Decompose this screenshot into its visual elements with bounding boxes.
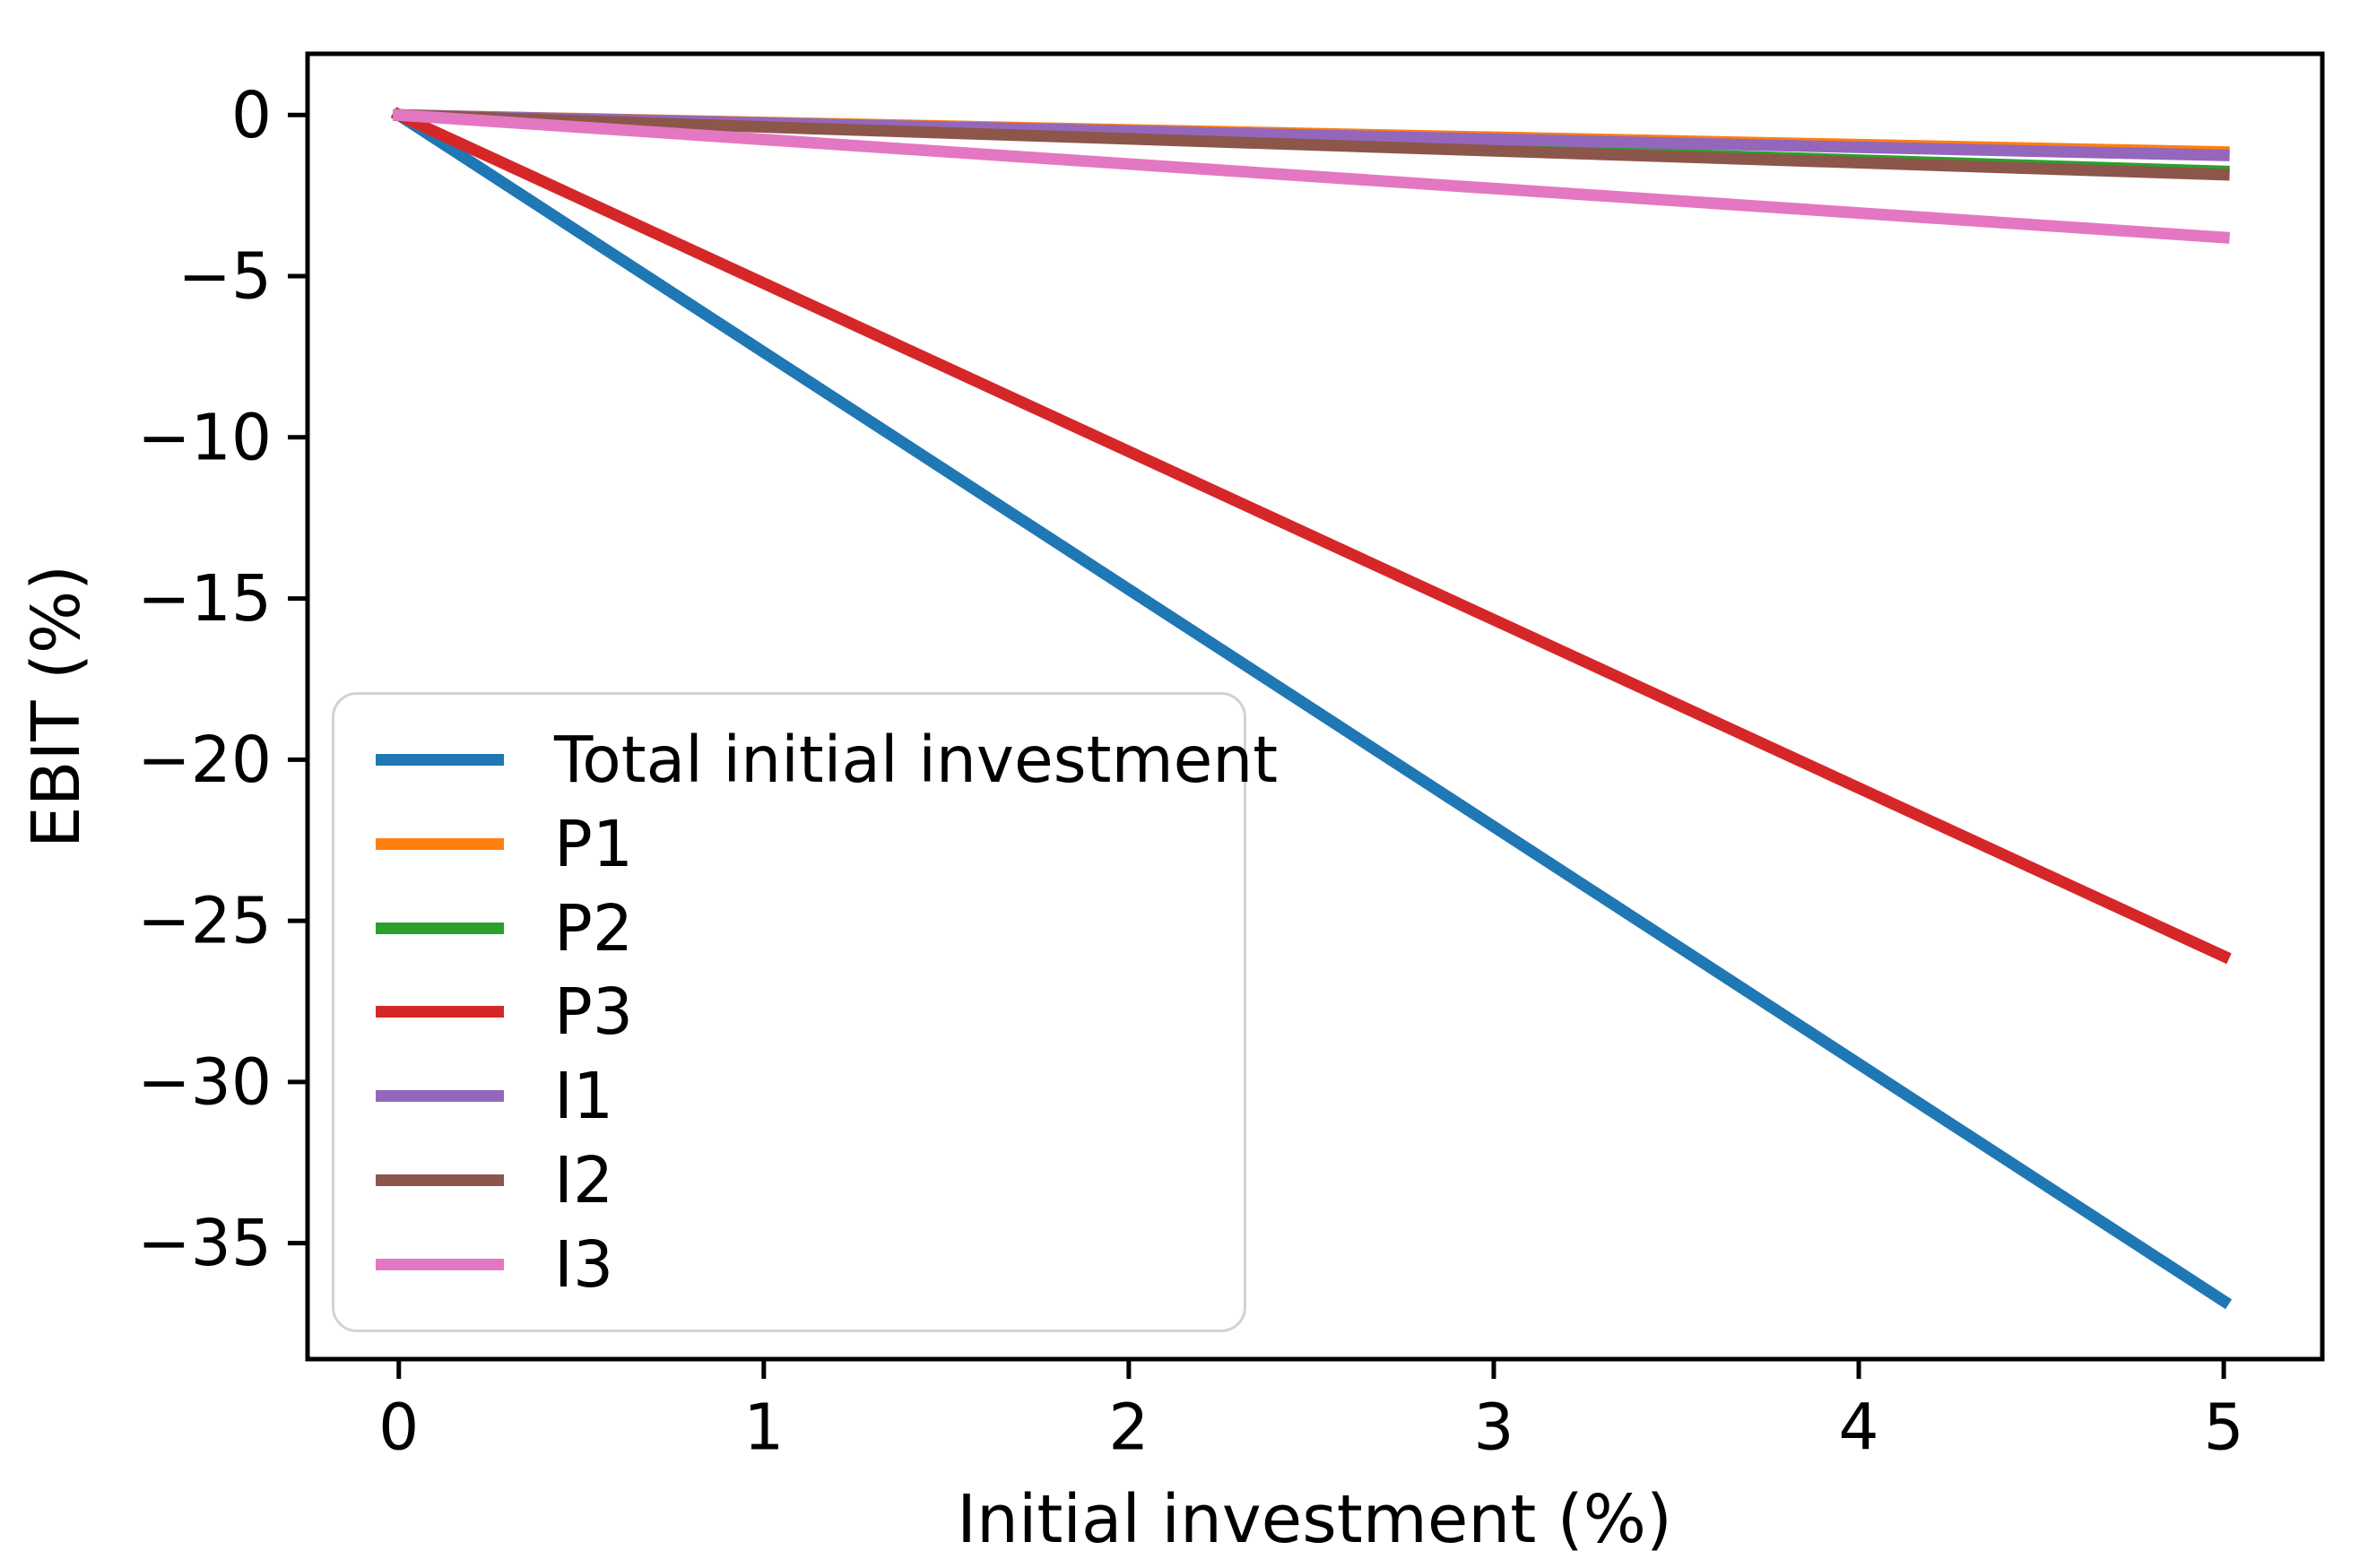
x-tick-label: 3	[1473, 1390, 1514, 1465]
legend-item: Total initial investment	[376, 728, 1278, 792]
series-line-P3	[391, 107, 2232, 965]
x-tick-label: 4	[1838, 1390, 1878, 1465]
legend-label: Total initial investment	[554, 723, 1279, 798]
legend-line-sample	[376, 1174, 504, 1186]
legend-label: I1	[554, 1059, 614, 1134]
legend-label: P3	[554, 975, 633, 1050]
legend-label: P1	[554, 807, 633, 882]
x-tick-label: 0	[378, 1390, 419, 1465]
legend-line-sample	[376, 838, 504, 851]
y-axis-label: EBIT (%)	[18, 565, 95, 848]
y-tick-label: −35	[137, 1206, 272, 1280]
y-tick-label: −10	[137, 400, 272, 474]
series-line-I3	[392, 108, 2231, 244]
legend-label: P2	[554, 890, 633, 966]
legend-line-sample	[376, 1006, 504, 1018]
series-line-Total initial investment	[390, 107, 2233, 1310]
x-tick-label: 2	[1108, 1390, 1149, 1465]
x-tick-label: 1	[743, 1390, 784, 1465]
y-tick-label: −5	[178, 239, 272, 314]
y-tick-label: −20	[137, 723, 272, 797]
legend-item: P1	[376, 812, 1208, 876]
series-line-I2	[393, 108, 2230, 181]
y-tick-label: 0	[231, 78, 272, 152]
axes: 0 1 2 3 4 5 0 −5 −10 −15 −20 −25 −30 −35	[137, 51, 2325, 1465]
plot-spines	[305, 51, 2325, 1362]
legend-item: P3	[376, 980, 1208, 1044]
y-tick-label: −25	[137, 884, 272, 958]
legend-line-sample	[376, 1090, 504, 1103]
legend-item: I2	[376, 1148, 1208, 1212]
legend-line-sample	[376, 1258, 504, 1270]
x-axis-label: Initial investment (%)	[957, 1481, 1672, 1558]
legend-line-sample	[376, 754, 504, 767]
legend-item: I3	[376, 1233, 1208, 1296]
y-tick-label: −15	[137, 561, 272, 636]
legend-item: I1	[376, 1064, 1208, 1128]
legend-label: I2	[554, 1142, 614, 1217]
legend-line-sample	[376, 922, 504, 934]
y-tick-label: −30	[137, 1044, 272, 1119]
legend: Total initial investment P1 P2 P3 I1 I2 I3	[332, 692, 1278, 1332]
x-tick-label: 5	[2203, 1390, 2243, 1465]
legend-item: P2	[376, 897, 1208, 960]
plot-lines	[390, 107, 2233, 1310]
legend-label: I3	[554, 1226, 614, 1302]
